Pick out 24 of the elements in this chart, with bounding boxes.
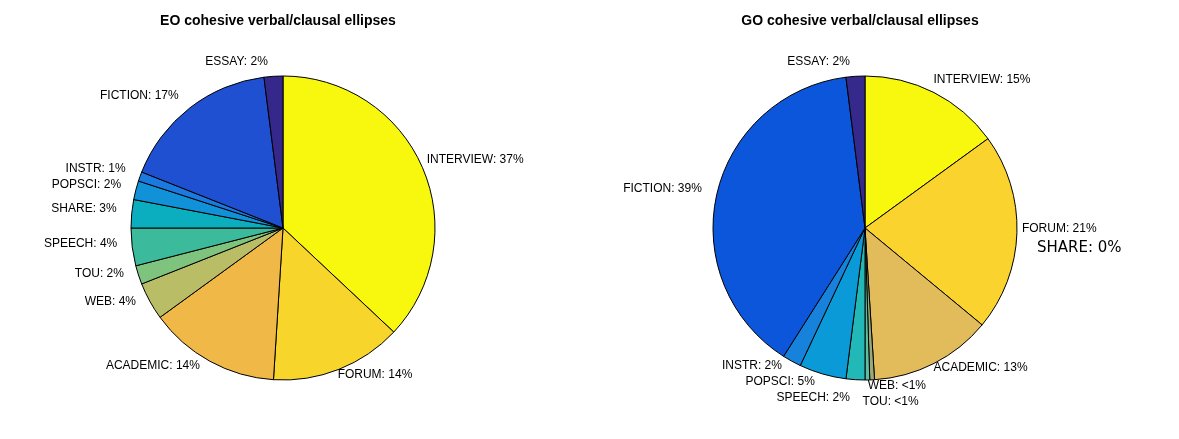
text: SHARE: 0% [1037, 238, 1122, 256]
slice-label: ACADEMIC: 14% [105, 357, 201, 372]
slice-label: TOU: <1% [862, 393, 920, 408]
slice-label: SHARE: 3% [51, 200, 118, 215]
chart-title: EO cohesive verbal/clausal ellipses [159, 12, 397, 28]
slice-label: ESSAY: 2% [787, 54, 851, 69]
slice-label: POPSCI: 5% [745, 373, 816, 388]
slice-label: INSTR: 1% [65, 161, 126, 176]
chart-title: GO cohesive verbal/clausal ellipses [740, 12, 980, 28]
slice-label: WEB: <1% [867, 377, 927, 392]
slice-label: FORUM: 21% [1021, 221, 1097, 236]
slice-label: TOU: 2% [74, 266, 125, 281]
slice-label: SPEECH: 4% [43, 236, 118, 251]
slice-label: WEB: 4% [84, 294, 137, 309]
slice-label: ACADEMIC: 13% [933, 360, 1028, 375]
slice-label: ESSAY: 2% [205, 54, 269, 69]
slice-label: INSTR: 2% [721, 357, 783, 372]
slice-label: INTERVIEW: 15% [933, 71, 1031, 86]
slice-label: FORUM: 14% [337, 366, 413, 381]
slice-label: FICTION: 39% [623, 180, 703, 195]
slice-label: POPSCI: 2% [51, 177, 122, 192]
slice-label: FICTION: 17% [100, 87, 180, 102]
slice-label: SPEECH: 2% [776, 389, 851, 404]
slice-label: INTERVIEW: 37% [426, 151, 524, 166]
